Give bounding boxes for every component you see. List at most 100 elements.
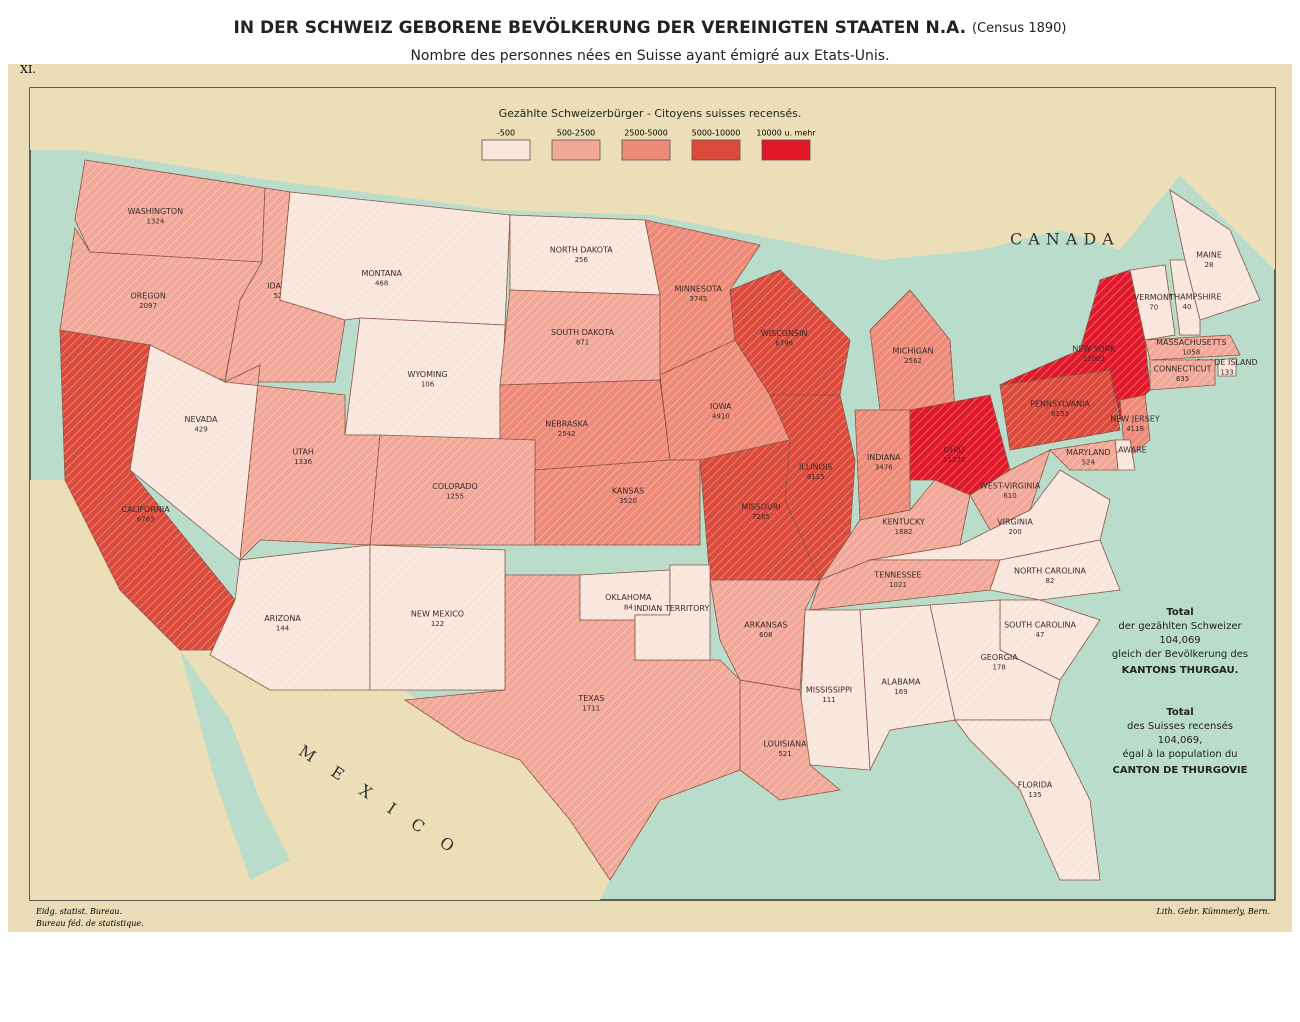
- state-name: NEVADA: [185, 415, 218, 424]
- state-value: 40: [1183, 303, 1192, 311]
- legend-title: Gezählte Schweizerbürger - Citoyens suis…: [499, 107, 802, 120]
- totals-line: CANTON DE THURGOVIE: [1113, 765, 1248, 776]
- legend-label: 500-2500: [557, 129, 596, 138]
- state-hatch: [990, 540, 1120, 600]
- state-name: MISSOURI: [741, 503, 781, 512]
- state-hatch: [1150, 360, 1215, 390]
- state-name: NEW HAMPSHIRE: [1153, 293, 1222, 302]
- state-name: OKLAHOMA: [605, 593, 652, 602]
- state-name: TEXAS: [577, 694, 604, 703]
- state-value: 3476: [875, 464, 893, 472]
- state-value: 256: [575, 256, 589, 264]
- legend: -500 500-2500 2500-5000 5000-10000 10000 u. …: [481, 129, 816, 161]
- state-hatch: [770, 395, 855, 580]
- state-value: 2562: [904, 357, 922, 365]
- state-value: 1255: [446, 492, 464, 500]
- state-hatch: [60, 330, 235, 650]
- title-main: IN DER SCHWEIZ GEBORENE BEVÖLKERUNG DER …: [234, 16, 967, 38]
- state-name: CONNECTICUT: [1153, 364, 1211, 373]
- state-hatch: [500, 380, 670, 470]
- state-name: MICHIGAN: [893, 347, 934, 356]
- state-hatch: [1145, 335, 1240, 360]
- state-value: 1021: [889, 581, 907, 589]
- state-name: MAINE: [1196, 251, 1222, 260]
- state-hatch: [1170, 190, 1260, 320]
- gulf-of-california: [180, 650, 290, 880]
- state-hatch: [855, 410, 910, 520]
- state-value: 178: [992, 664, 1005, 672]
- states: WASHINGTON1324OREGON2097IDAHO528MONTANA4…: [59, 159, 1261, 881]
- legend-swatch: [621, 139, 671, 161]
- state-value: 3745: [689, 295, 707, 303]
- state-name: SOUTH DAKOTA: [551, 328, 615, 337]
- state-value: 84: [624, 604, 633, 612]
- label-canada: CANADA: [1010, 230, 1120, 249]
- title-census: (Census 1890): [972, 21, 1066, 36]
- state-name: OREGON: [130, 292, 165, 301]
- state-name: TENNESSEE: [873, 571, 921, 580]
- title: IN DER SCHWEIZ GEBORENE BEVÖLKERUNG DER …: [234, 16, 1067, 38]
- state-hatch: [370, 435, 535, 545]
- state-value: 82: [1046, 577, 1055, 585]
- state-name: IDAHO: [267, 281, 293, 290]
- state-value: 1058: [1182, 349, 1200, 357]
- state-name: WEST-VIRGINIA: [980, 482, 1041, 491]
- state-name: MISSISSIPPI: [806, 686, 852, 695]
- state-name: COLORADO: [432, 482, 478, 491]
- legend-label: 10000 u. mehr: [756, 129, 816, 138]
- state-hatch: [700, 440, 820, 580]
- canada-land: [30, 88, 1275, 270]
- state-value: 521: [778, 750, 791, 758]
- state-hatch: [1170, 260, 1200, 335]
- state-value: 144: [276, 624, 290, 632]
- state-name: RHODE ISLAND: [1196, 358, 1257, 367]
- totals-line: 104,069: [1159, 635, 1200, 646]
- state-hatch: [860, 605, 955, 770]
- legend-label: 2500-5000: [624, 129, 668, 138]
- state-value: 4910: [712, 413, 730, 421]
- state-value: 1882: [895, 528, 913, 536]
- state-name: NORTH CAROLINA: [1014, 567, 1086, 576]
- state-name: MASSACHUSETTS: [1156, 338, 1226, 347]
- state-name: NEW MEXICO: [411, 609, 464, 618]
- state-hatch: [1050, 440, 1118, 470]
- totals-line: KANTONS THURGAU.: [1122, 665, 1239, 676]
- state-hatch: [75, 160, 265, 262]
- state-value: 2542: [558, 430, 576, 438]
- credit-right: Lith. Gebr. Kümmerly, Bern.: [1155, 907, 1270, 916]
- state-name: MARYLAND: [1066, 448, 1111, 457]
- state-value: 7265: [752, 513, 770, 521]
- state-name: WASHINGTON: [128, 207, 183, 216]
- state-hatch: [955, 720, 1100, 880]
- state-hatch: [910, 395, 1010, 495]
- state-hatch: [730, 270, 850, 395]
- state-name: ARKANSAS: [744, 621, 787, 630]
- subtitle: Nombre des personnes nées en Suisse ayan…: [410, 48, 889, 64]
- state-hatch: [130, 345, 260, 560]
- state-value: 122: [431, 620, 444, 628]
- totals-line: Total: [1166, 607, 1193, 618]
- state-value: 6796: [775, 339, 793, 347]
- state-name: WYOMING: [407, 370, 447, 379]
- state-name: VIRGINIA: [997, 517, 1033, 526]
- plate-number: XI.: [20, 63, 36, 76]
- totals-line: Total: [1166, 707, 1193, 718]
- state-value: 133: [1220, 369, 1233, 377]
- state-value: 1336: [294, 458, 312, 466]
- state-hatch: [510, 215, 660, 295]
- state-value: 200: [1008, 528, 1021, 536]
- state-name: INDIAN TERRITORY: [634, 604, 710, 613]
- state-value: 8153: [1051, 410, 1069, 418]
- totals-note: Total der gezählten Schweizer 104,069 gleic…: [1112, 607, 1248, 776]
- legend-swatch: [551, 139, 601, 161]
- state-hatch: [1000, 600, 1100, 680]
- state-hatch: [210, 545, 370, 690]
- state-name: INDIANA: [867, 453, 901, 462]
- state-hatch: [1000, 370, 1120, 450]
- legend-label: -500: [497, 129, 515, 138]
- state-hatch: [870, 290, 955, 410]
- state-hatch: [710, 580, 820, 690]
- state-name: OHIO: [944, 446, 965, 455]
- state-name: DELAWARE: [1102, 446, 1146, 455]
- state-value: 70: [1149, 304, 1158, 312]
